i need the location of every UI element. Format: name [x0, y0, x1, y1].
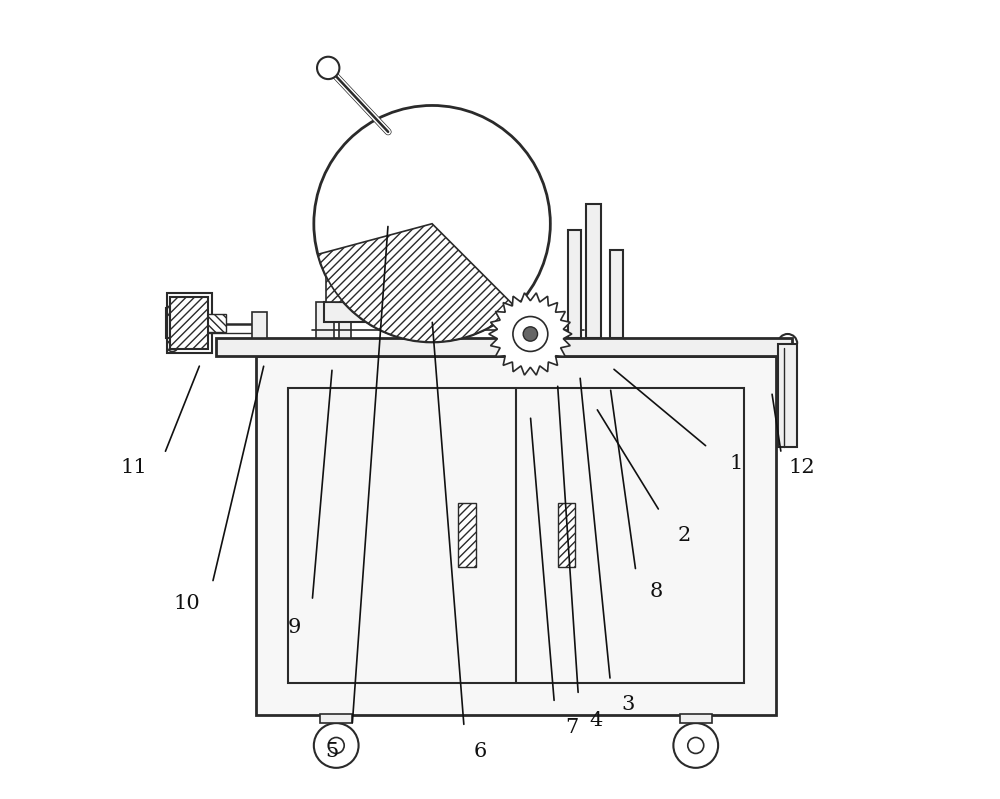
Bar — [558, 503, 575, 567]
Bar — [316, 302, 334, 338]
Bar — [458, 503, 476, 567]
Bar — [252, 312, 267, 338]
Circle shape — [688, 737, 704, 753]
Bar — [339, 292, 351, 338]
Bar — [324, 302, 436, 322]
Text: 4: 4 — [589, 711, 603, 730]
Polygon shape — [318, 224, 516, 342]
Text: 1: 1 — [729, 454, 742, 473]
Bar — [336, 288, 424, 302]
Circle shape — [317, 57, 339, 79]
Bar — [166, 308, 176, 338]
Text: 6: 6 — [473, 741, 487, 761]
Bar — [680, 714, 712, 723]
Bar — [256, 356, 776, 715]
Bar — [778, 344, 797, 447]
Text: 7: 7 — [565, 718, 579, 737]
Bar — [170, 297, 208, 349]
Circle shape — [314, 723, 359, 768]
Circle shape — [673, 723, 718, 768]
Bar — [288, 388, 744, 683]
Circle shape — [167, 340, 178, 352]
Bar — [568, 230, 581, 338]
Bar — [216, 338, 792, 356]
Bar — [326, 258, 356, 302]
Circle shape — [167, 305, 178, 316]
Text: 2: 2 — [677, 526, 690, 545]
Text: 10: 10 — [173, 594, 200, 613]
Circle shape — [314, 105, 550, 342]
Text: 9: 9 — [287, 618, 301, 637]
Polygon shape — [489, 293, 572, 375]
Bar — [167, 293, 212, 353]
Text: 5: 5 — [326, 741, 339, 761]
Bar — [586, 204, 601, 338]
Text: 3: 3 — [621, 695, 635, 714]
Bar — [610, 250, 623, 338]
Circle shape — [523, 327, 538, 341]
Text: 12: 12 — [789, 458, 815, 477]
Circle shape — [328, 737, 344, 753]
Bar — [176, 314, 226, 332]
Text: 11: 11 — [121, 458, 147, 477]
Bar — [320, 714, 352, 723]
Circle shape — [513, 316, 548, 352]
Text: 8: 8 — [649, 582, 662, 601]
